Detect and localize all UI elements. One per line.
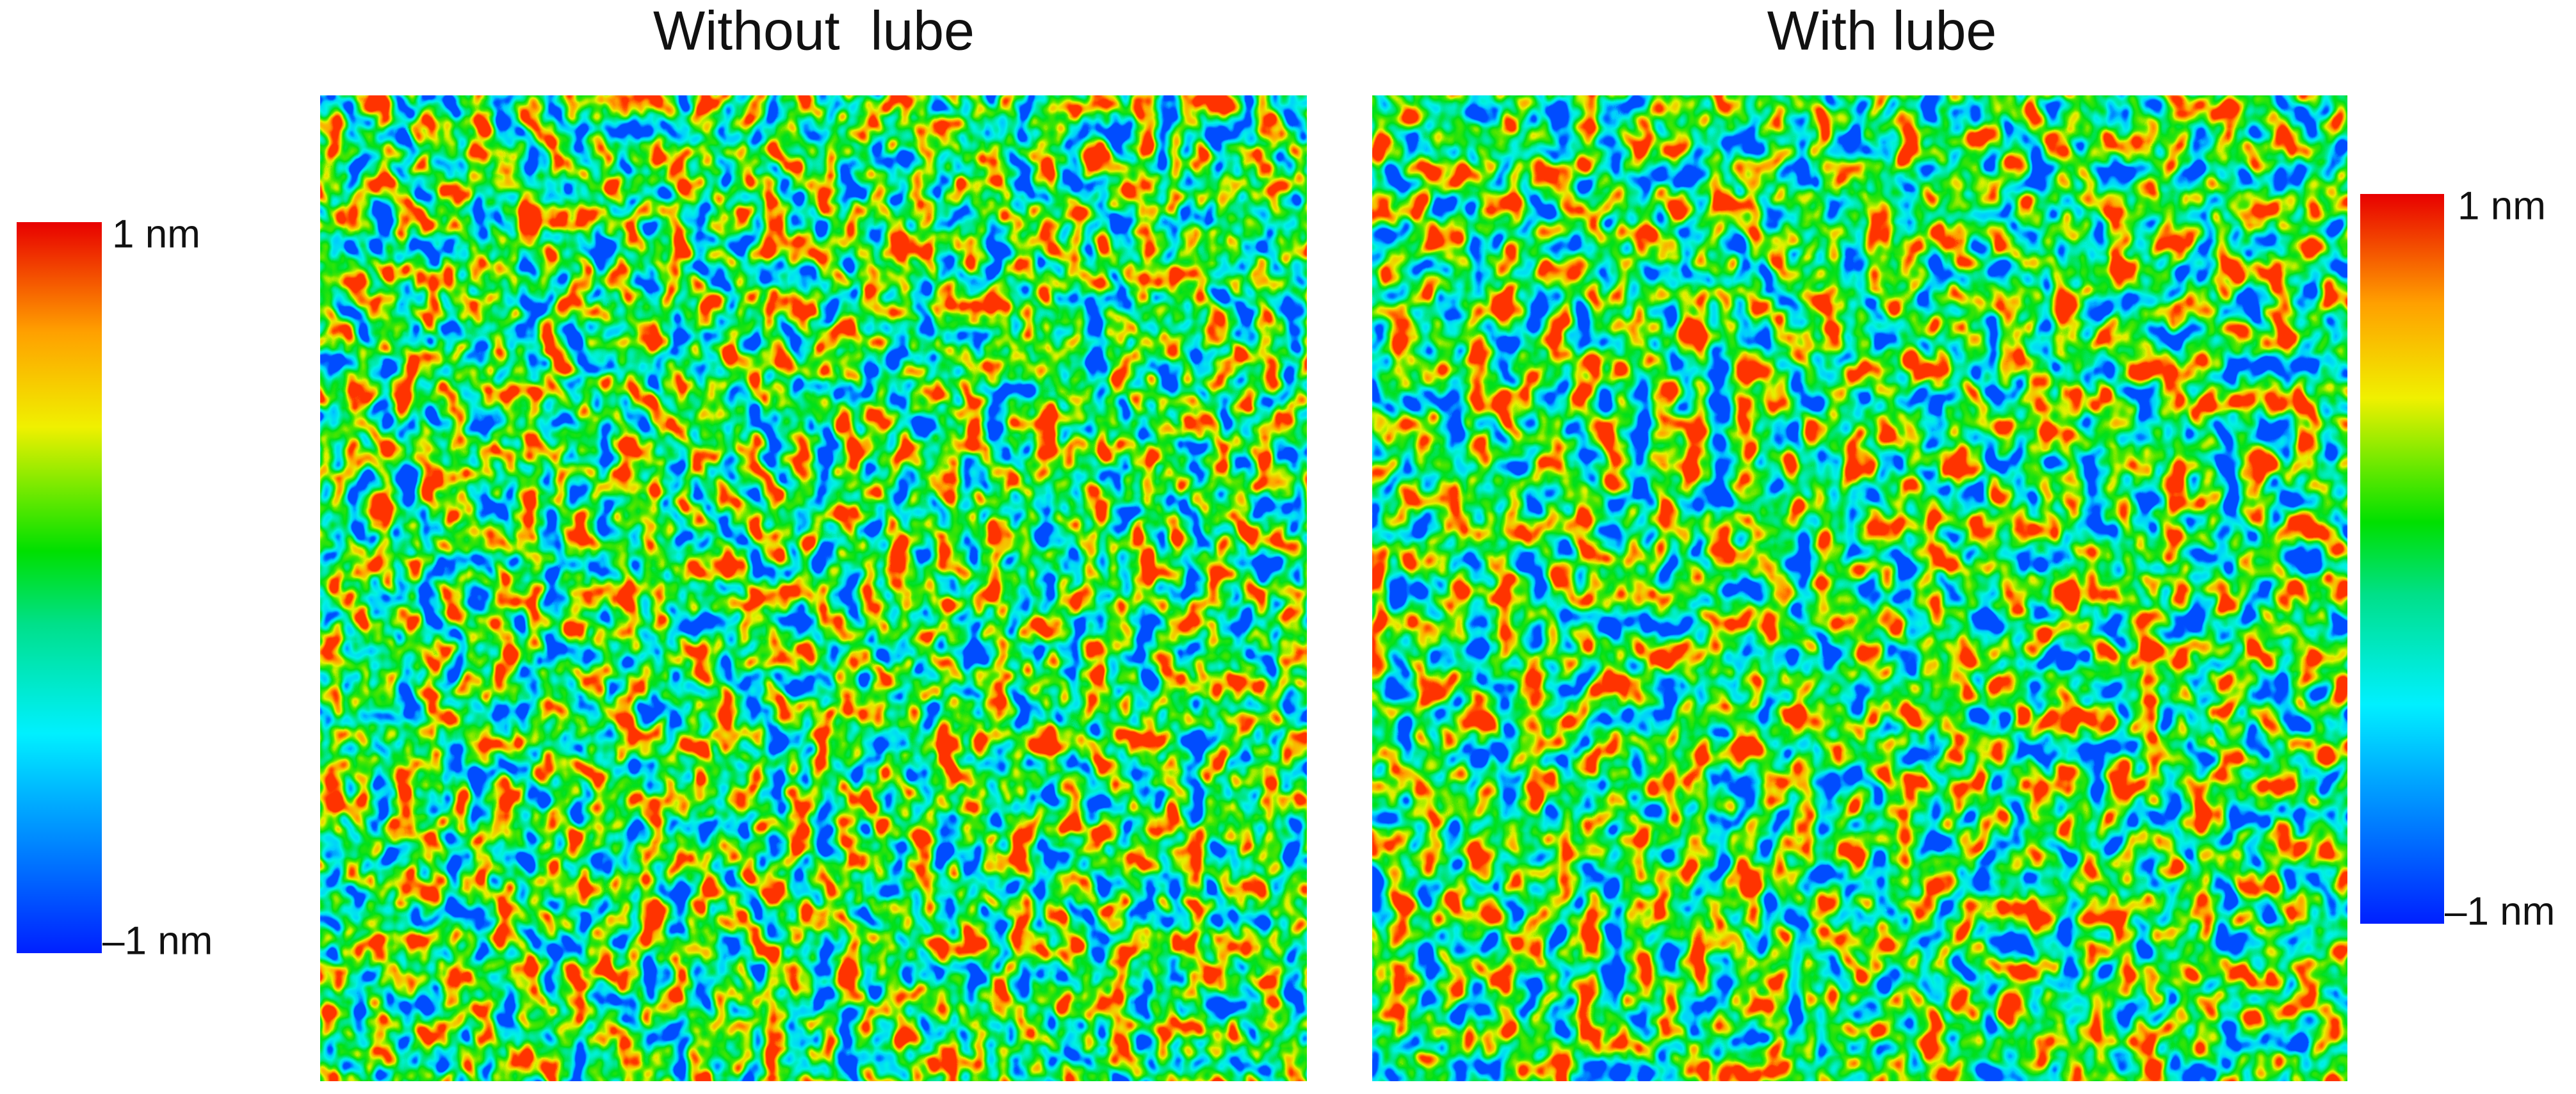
afm-image [1372,95,2347,1081]
colorbar-min-label: –1 nm [2445,889,2555,933]
panel-title: Without lube [653,1,975,62]
afm-image [320,95,1307,1081]
colorbar-max-label: 1 nm [2458,184,2546,228]
colorbar-max-label: 1 nm [112,212,200,256]
colorbar [17,222,102,953]
colorbar [2360,194,2444,924]
colorbar-min-label: –1 nm [102,919,213,963]
panel-title: With lube [1767,1,1997,62]
